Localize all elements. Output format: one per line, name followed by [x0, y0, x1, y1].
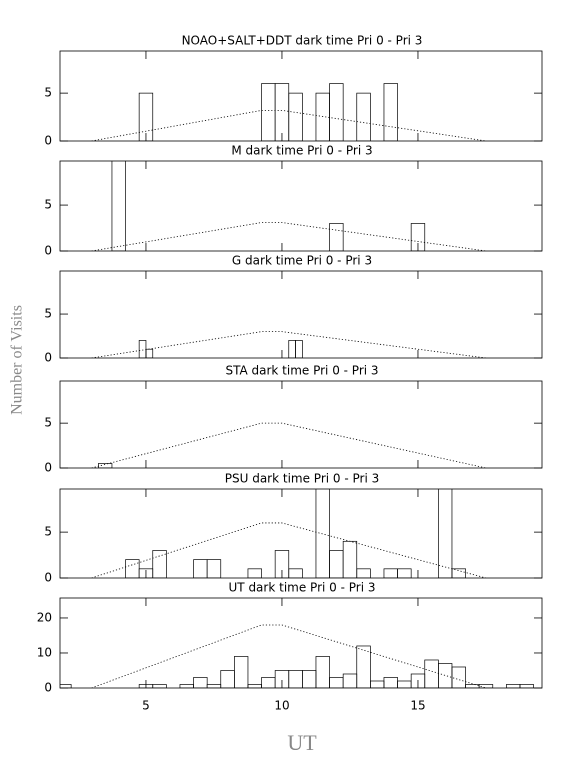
bar: [329, 223, 344, 251]
bar: [295, 340, 303, 358]
y-tick-label: 0: [44, 571, 52, 585]
panel-title: M dark time Pri 0 - Pri 3: [231, 144, 372, 158]
bar: [506, 684, 521, 688]
y-tick-label: 5: [44, 416, 52, 430]
bar: [315, 92, 330, 141]
y-tick-label: 0: [44, 134, 52, 148]
frame: [59, 597, 543, 689]
panel-title: NOAO+SALT+DDT dark time Pri 0 - Pri 3: [182, 34, 423, 48]
plot-area: [91, 331, 487, 358]
bar: [465, 684, 480, 688]
bar: [247, 568, 262, 578]
frame: [59, 50, 543, 142]
x-tick-label: 10: [274, 699, 289, 713]
bar: [519, 684, 534, 688]
bar: [356, 645, 371, 688]
frame: [59, 488, 543, 579]
bar: [397, 680, 412, 688]
bar: [329, 677, 344, 688]
y-tick-label: 5: [44, 307, 52, 321]
bar: [138, 340, 147, 358]
bar: [397, 568, 412, 578]
curve: [91, 624, 487, 688]
bar: [342, 673, 358, 688]
bar: [383, 568, 398, 578]
bar: [193, 559, 208, 578]
plot-area: [91, 83, 487, 141]
bar: [329, 550, 344, 578]
panel-title: G dark time Pri 0 - Pri 3: [232, 254, 372, 268]
curve: [91, 331, 487, 358]
bar: [179, 684, 194, 688]
curve: [91, 109, 487, 141]
bar: [356, 92, 371, 141]
plot-area: [91, 489, 487, 578]
y-tick-label: 20: [37, 610, 52, 624]
bar: [288, 568, 303, 578]
bar: [383, 83, 398, 141]
bar: [274, 83, 290, 141]
bar: [261, 83, 276, 141]
bar: [220, 670, 235, 688]
bar: [145, 348, 154, 358]
bar: [315, 489, 330, 578]
y-tick-label: 0: [44, 681, 52, 695]
panel-title: UT dark time Pri 0 - Pri 3: [229, 581, 376, 595]
bar: [261, 677, 276, 688]
bar: [288, 670, 303, 688]
curve: [91, 522, 487, 578]
x-tick-label: 5: [142, 699, 150, 713]
plot-area: [91, 422, 487, 468]
bar: [288, 340, 296, 358]
curve: [91, 422, 487, 468]
bar: [288, 92, 303, 141]
bar: [478, 684, 494, 688]
y-tick-label: 5: [44, 525, 52, 539]
bar: [383, 677, 398, 688]
y-tick-label: 5: [44, 86, 52, 100]
frame: [59, 380, 543, 469]
bar: [206, 684, 222, 688]
bar: [451, 666, 466, 688]
plot-area: [91, 161, 487, 251]
y-tick-label: 5: [44, 198, 52, 212]
bar: [329, 83, 344, 141]
y-tick-label: 10: [37, 645, 52, 659]
x-tick-label: 15: [410, 699, 425, 713]
y-axis-label: Number of Visits: [9, 305, 26, 415]
panel-title: PSU dark time Pri 0 - Pri 3: [225, 472, 380, 486]
frame: [59, 270, 543, 359]
bar: [152, 684, 167, 688]
bar: [451, 568, 466, 578]
x-axis-label: UT: [287, 730, 317, 755]
bar: [152, 550, 167, 578]
y-tick-label: 0: [44, 461, 52, 475]
y-tick-label: 0: [44, 244, 52, 258]
bar: [193, 677, 208, 688]
bar: [438, 663, 453, 688]
bar: [315, 656, 330, 688]
y-tick-label: 0: [44, 351, 52, 365]
bar: [138, 92, 154, 141]
curve: [91, 222, 487, 251]
bar: [111, 161, 126, 251]
bar: [247, 684, 262, 688]
bar: [356, 568, 371, 578]
bar: [424, 659, 439, 688]
bar: [274, 550, 290, 578]
bar: [438, 489, 453, 578]
bar: [410, 223, 426, 251]
plot-area: [60, 624, 534, 688]
bar: [234, 656, 249, 688]
bar: [60, 684, 72, 688]
bar: [370, 680, 385, 688]
panel-title: STA dark time Pri 0 - Pri 3: [225, 364, 378, 378]
bar: [125, 559, 140, 578]
bar: [98, 463, 113, 468]
bar: [302, 670, 317, 688]
bar: [342, 540, 358, 578]
bar: [206, 559, 222, 578]
frame: [59, 160, 543, 252]
